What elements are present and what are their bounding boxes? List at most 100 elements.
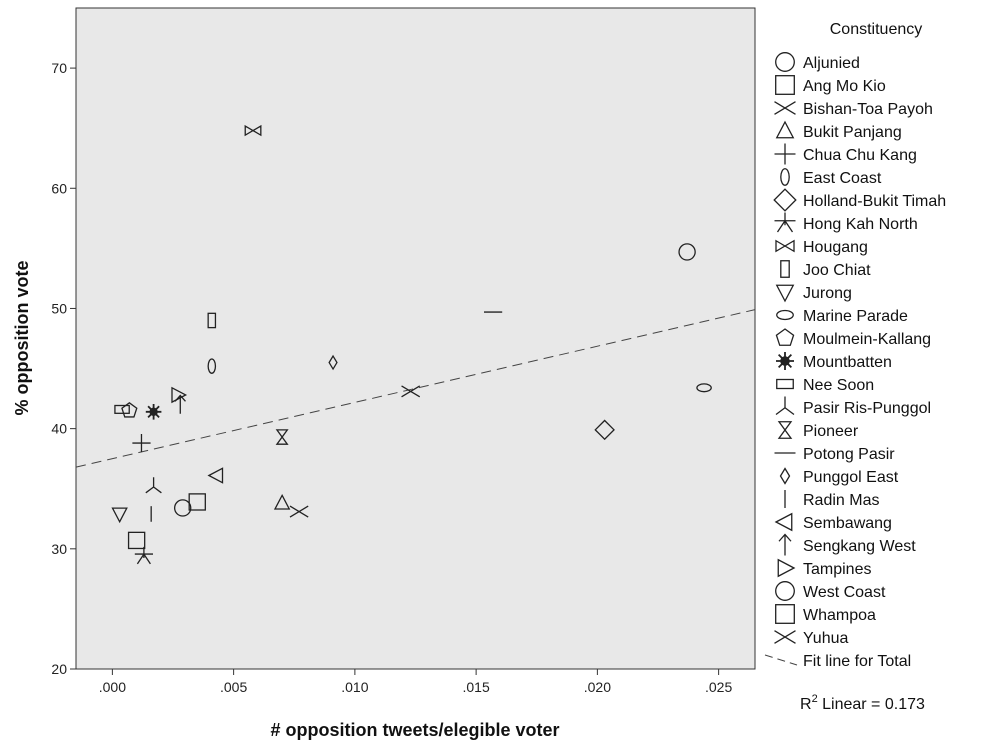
legend-label: Mountbatten: [803, 354, 892, 371]
legend-item: Holland-Bukit Timah: [773, 188, 946, 212]
data-point-hong-kah-north: [134, 546, 153, 565]
legend-marker: [775, 75, 795, 95]
data-point-whampoa: [127, 531, 146, 550]
legend-label: Holland-Bukit Timah: [803, 193, 946, 210]
legend-label: Joo Chiat: [803, 262, 871, 279]
x-axis-title: # opposition tweets/elegible voter: [270, 720, 559, 740]
data-point-sembawang: [207, 467, 224, 484]
r2-label: R2 Linear = 0.173: [800, 693, 925, 713]
legend-item: Ang Mo Kio: [775, 75, 886, 95]
data-point-east-coast: [207, 358, 217, 374]
legend-marker: [775, 239, 795, 253]
legend-marker: [780, 168, 790, 186]
legend-item: Mountbatten: [776, 352, 892, 371]
legend-label: Aljunied: [803, 55, 860, 72]
legend-label: Sembawang: [803, 515, 892, 532]
legend-marker: [779, 467, 791, 485]
legend-label: Chua Chu Kang: [803, 147, 917, 164]
legend-item: Whampoa: [775, 604, 876, 624]
legend-label: Moulmein-Kallang: [803, 331, 931, 348]
legend-item: Hougang: [775, 239, 868, 256]
legend-label: Ang Mo Kio: [803, 78, 886, 95]
data-point-mountbatten: [145, 404, 162, 420]
legend-label: Marine Parade: [803, 308, 908, 325]
data-point-hougang: [244, 124, 262, 137]
y-tick-label: 40: [51, 421, 67, 437]
legend-item: Sengkang West: [778, 533, 916, 556]
x-tick-label: .005: [220, 679, 247, 695]
legend-label: Bukit Panjang: [803, 124, 902, 141]
legend-title: Constituency: [830, 21, 923, 38]
y-tick-label: 30: [51, 541, 67, 557]
r2-prefix: R: [800, 696, 812, 713]
legend-marker: [777, 558, 796, 578]
plot-area: [75, 7, 756, 670]
legend-label: Hougang: [803, 239, 868, 256]
legend-label: West Coast: [803, 584, 886, 601]
legend-item: Nee Soon: [776, 377, 874, 394]
fit-line: [75, 309, 756, 468]
legend-label: Punggol East: [803, 469, 899, 486]
legend-marker: [774, 212, 796, 233]
data-point-punggol-east: [328, 354, 338, 371]
legend-item: Tampines: [777, 558, 871, 578]
legend-marker: [775, 284, 795, 303]
legend-label: Hong Kah North: [803, 216, 918, 233]
legend-marker: [775, 604, 795, 624]
data-point-nee-soon: [114, 404, 130, 414]
legend-label: Fit line for Total: [803, 653, 911, 670]
legend-fit-marker: [764, 654, 798, 666]
legend-item: Fit line for Total: [764, 653, 911, 670]
data-point-holland-bukit-timah: [594, 419, 615, 441]
legend-item: Bishan-Toa Payoh: [774, 101, 933, 118]
legend-item: Pasir Ris-Punggol: [775, 396, 931, 417]
y-tick-label: 20: [51, 661, 67, 677]
legend-marker: [776, 378, 794, 390]
y-tick-label: 50: [51, 300, 67, 316]
legend-marker: [775, 120, 795, 139]
legend-item: West Coast: [775, 581, 886, 601]
data-point-joo-chiat: [207, 312, 217, 329]
legend-item: Marine Parade: [776, 308, 908, 325]
data-point-aljunied: [678, 243, 696, 261]
legend-label: Nee Soon: [803, 377, 874, 394]
y-tick-label: 70: [51, 60, 67, 76]
legend-item: Radin Mas: [784, 490, 879, 509]
legend-marker: [776, 309, 794, 321]
x-tick-label: .010: [341, 679, 368, 695]
data-point-chua-chu-kang: [132, 433, 151, 453]
legend-marker: [773, 188, 797, 212]
legend-marker: [776, 352, 794, 370]
y-axis-title: % opposition vote: [12, 261, 32, 416]
legend-label: Sengkang West: [803, 538, 916, 555]
legend-item: Pioneer: [777, 421, 859, 440]
legend-label: Bishan-Toa Payoh: [803, 101, 933, 118]
legend-item: Aljunied: [775, 52, 860, 72]
data-point-pasir-ris-punggol: [145, 477, 162, 494]
r2-superscript: 2: [812, 693, 818, 705]
legend-marker: [775, 581, 795, 601]
legend-item: East Coast: [780, 168, 882, 187]
x-tick-label: .020: [584, 679, 611, 695]
legend-marker: [774, 630, 796, 644]
legend-marker: [775, 52, 795, 72]
data-point-west-coast: [173, 499, 192, 517]
legend-label: Potong Pasir: [803, 446, 895, 463]
legend-label: Pasir Ris-Punggol: [803, 400, 931, 417]
data-point-moulmein-kallang: [121, 402, 138, 418]
data-point-yuhua: [401, 385, 421, 398]
legend-label: Yuhua: [803, 630, 848, 647]
legend-item: Jurong: [775, 284, 852, 303]
legend-item: Chua Chu Kang: [774, 143, 917, 165]
legend-label: Jurong: [803, 285, 852, 302]
legend-item: Bukit Panjang: [775, 120, 902, 141]
legend-label: Whampoa: [803, 607, 876, 624]
data-point-tampines: [171, 386, 188, 404]
legend-label: Pioneer: [803, 423, 859, 440]
r2-value: Linear = 0.173: [818, 696, 925, 713]
data-point-bishan-toa-payoh: [289, 505, 309, 518]
legend-marker: [774, 512, 793, 532]
legend-marker: [778, 533, 792, 556]
legend-label: Tampines: [803, 561, 871, 578]
